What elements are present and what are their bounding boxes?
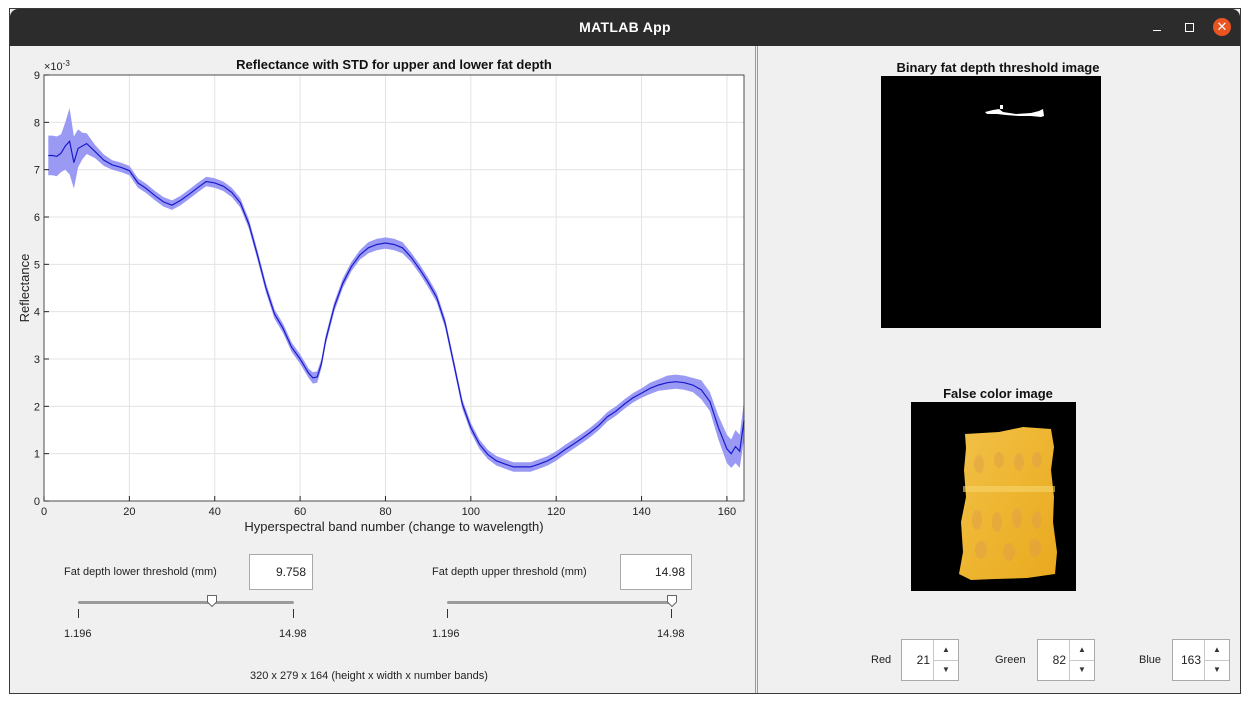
maximize-button[interactable]	[1180, 18, 1198, 36]
y-tick-labels: 0 1 2 3 4 5 6 7 8 9	[34, 70, 49, 508]
close-icon: ✕	[1216, 19, 1228, 34]
y-tick-label: 0	[34, 496, 40, 508]
lower-threshold-field[interactable]: 9.758	[249, 554, 313, 590]
y-tick-label: 6	[34, 212, 40, 224]
y-tick-label: 8	[34, 117, 40, 129]
x-tick-labels: 0 20 40 60 80 100 120 140 160	[41, 496, 736, 518]
blue-spinner-arrows: ▲ ▼	[1204, 640, 1229, 680]
y-tick-label: 2	[34, 401, 40, 413]
binary-image-title: Binary fat depth threshold image	[896, 60, 1100, 75]
blue-value: 163	[1180, 653, 1201, 667]
red-increment-button[interactable]: ▲	[934, 640, 958, 661]
false-color-title: False color image	[943, 386, 1053, 401]
red-label: Red	[871, 654, 892, 666]
x-tick-label: 140	[632, 506, 650, 518]
caret-down-icon: ▼	[942, 665, 950, 674]
green-increment-button[interactable]: ▲	[1070, 640, 1094, 661]
window-title: MATLAB App	[579, 19, 671, 35]
false-color-image	[911, 402, 1076, 591]
blue-increment-button[interactable]: ▲	[1205, 640, 1229, 661]
blue-label: Blue	[1139, 654, 1162, 666]
plot-area	[44, 75, 744, 501]
minimize-button[interactable]	[1148, 18, 1166, 36]
x-tick-label: 60	[294, 506, 306, 518]
y-tick-label: 1	[34, 449, 40, 461]
right-panel: Binary fat depth threshold image False c…	[757, 46, 1240, 693]
lower-slider-track	[78, 601, 294, 604]
app-window: MATLAB App ✕ 0 20 40 60 80 100 120 140 160 0 1 2 3 4…	[9, 8, 1241, 694]
y-exponent-label: ×10-3	[44, 59, 70, 73]
title-bar: MATLAB App ✕	[10, 9, 1240, 46]
plot-frame	[43, 74, 745, 502]
upper-threshold-slider[interactable]	[447, 594, 677, 634]
left-panel: 0 20 40 60 80 100 120 140 160 0 1 2 3 4 5 6 7 8 9 Reflect…	[10, 46, 756, 693]
x-tick-label: 160	[718, 506, 736, 518]
upper-threshold-label: Fat depth upper threshold (mm)	[432, 566, 587, 578]
upper-slider-max-tick	[671, 609, 672, 618]
x-axis-label: Hyperspectral band number (change to wav…	[244, 519, 543, 534]
reflectance-plot: 0 20 40 60 80 100 120 140 160 0 1 2 3 4 5 6 7 8 9 Reflect…	[17, 57, 745, 534]
false-color-sample	[959, 427, 1057, 580]
green-spinner-arrows: ▲ ▼	[1069, 640, 1094, 680]
y-tick-label: 7	[34, 165, 40, 177]
caret-up-icon: ▲	[1078, 645, 1086, 654]
upper-threshold-field[interactable]: 14.98	[620, 554, 692, 590]
lower-threshold-label: Fat depth lower threshold (mm)	[64, 566, 217, 578]
red-spinner[interactable]: 21 ▲ ▼	[901, 639, 959, 681]
plot-title: Reflectance with STD for upper and lower…	[236, 57, 552, 72]
green-label: Green	[995, 654, 1026, 666]
binary-blob	[985, 105, 1044, 117]
upper-slider-track	[447, 601, 672, 604]
y-axis-label: Reflectance	[17, 254, 32, 323]
caret-down-icon: ▼	[1213, 665, 1221, 674]
caret-down-icon: ▼	[1078, 665, 1086, 674]
x-tick-label: 40	[209, 506, 221, 518]
y-tick-label: 3	[34, 354, 40, 366]
red-value: 21	[916, 653, 930, 667]
upper-slider-max-label: 14.98	[657, 628, 685, 640]
upper-slider-min-label: 1.196	[432, 628, 460, 640]
red-spinner-arrows: ▲ ▼	[933, 640, 958, 680]
upper-slider-min-tick	[447, 609, 448, 618]
blue-decrement-button[interactable]: ▼	[1205, 660, 1229, 680]
green-spinner[interactable]: 82 ▲ ▼	[1037, 639, 1095, 681]
x-tick-label: 80	[379, 506, 391, 518]
plot-grid	[43, 74, 744, 502]
lower-slider-min-tick	[78, 609, 79, 618]
caret-up-icon: ▲	[942, 645, 950, 654]
dimensions-text: 320 x 279 x 164 (height x width x number…	[250, 670, 488, 682]
x-tick-label: 100	[462, 506, 480, 518]
x-tick-label: 120	[547, 506, 565, 518]
red-decrement-button[interactable]: ▼	[934, 660, 958, 680]
caret-up-icon: ▲	[1213, 645, 1221, 654]
y-tick-label: 9	[34, 70, 40, 82]
x-tick-label: 0	[41, 506, 47, 518]
y-tick-label: 5	[34, 259, 40, 271]
lower-slider-max-tick	[293, 609, 294, 618]
close-button[interactable]: ✕	[1213, 18, 1231, 36]
upper-slider-thumb[interactable]	[667, 595, 677, 607]
exponent-base: ×10	[44, 61, 63, 73]
mean-reflectance-line	[48, 140, 745, 468]
blue-spinner[interactable]: 163 ▲ ▼	[1172, 639, 1230, 681]
x-tick-label: 20	[123, 506, 135, 518]
binary-threshold-image	[881, 76, 1101, 328]
lower-slider-thumb[interactable]	[207, 595, 218, 607]
lower-threshold-slider[interactable]	[78, 594, 294, 634]
y-tick-label: 4	[34, 307, 40, 319]
green-value: 82	[1052, 653, 1066, 667]
lower-slider-max-label: 14.98	[279, 628, 307, 640]
lower-slider-min-label: 1.196	[64, 628, 92, 640]
exponent-power: -3	[63, 59, 71, 68]
green-decrement-button[interactable]: ▼	[1070, 660, 1094, 680]
